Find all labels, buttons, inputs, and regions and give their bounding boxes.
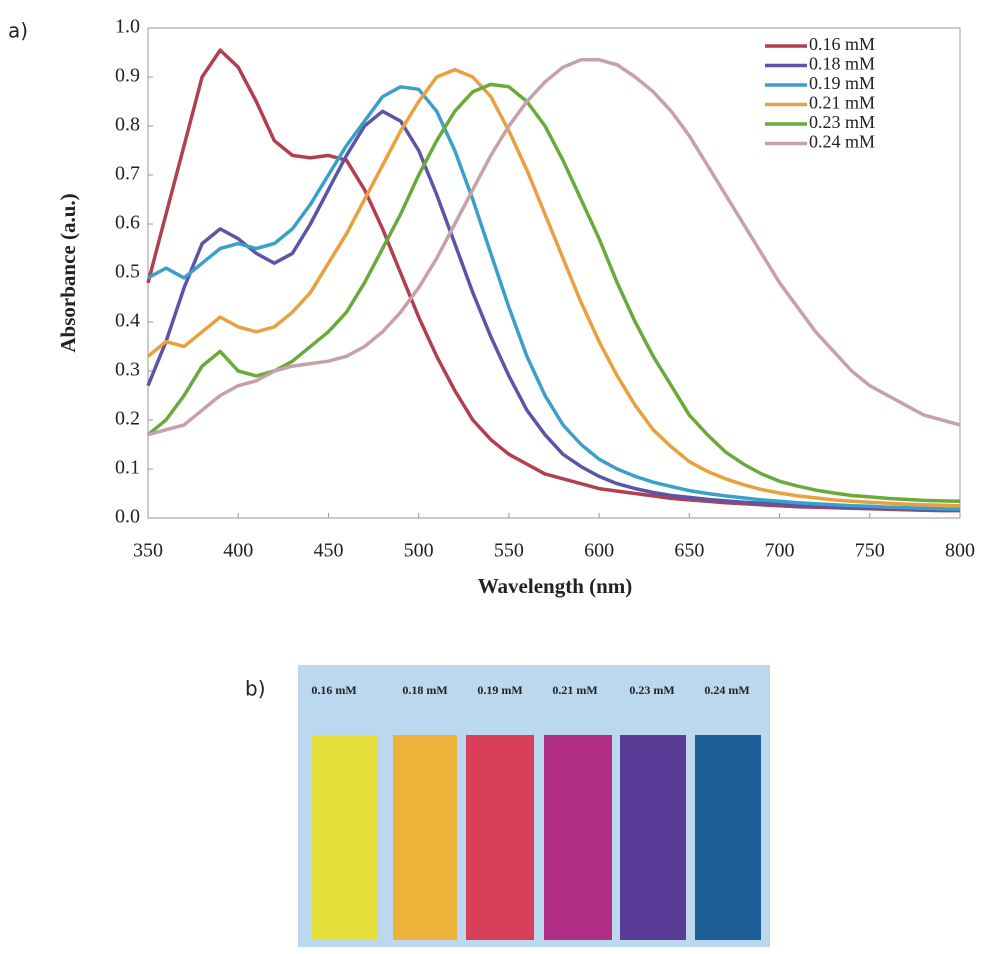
series-line <box>147 58 961 437</box>
cuvette-label: 0.16 mM <box>311 683 356 697</box>
x-tick-label: 500 <box>404 540 434 562</box>
y-tick-label: 0.0 <box>115 506 140 528</box>
x-axis-title: Wavelength (nm) <box>478 574 633 598</box>
y-tick-label: 0.2 <box>115 408 140 430</box>
y-tick-label: 0.7 <box>115 163 140 185</box>
x-tick-label: 550 <box>494 540 524 562</box>
y-tick-label: 1.0 <box>115 16 140 38</box>
series-line <box>146 109 961 512</box>
cuvette-label: 0.19 mM <box>477 683 522 697</box>
y-tick-label: 0.9 <box>115 65 140 87</box>
legend-label: 0.24 mM <box>809 132 875 152</box>
y-tick-label: 0.5 <box>115 261 140 283</box>
x-tick-label: 650 <box>674 540 704 562</box>
cuvette-label: 0.24 mM <box>704 683 749 697</box>
y-tick-label: 0.8 <box>115 114 140 136</box>
cuvette <box>620 735 686 940</box>
panel-label: b) <box>245 677 266 701</box>
y-tick-label: 0.3 <box>115 359 140 381</box>
cuvette <box>393 735 457 940</box>
y-tick-label: 0.4 <box>115 310 140 332</box>
x-tick-label: 450 <box>313 540 343 562</box>
cuvette-photo: 0.16 mM 0.18 mM 0.19 mM 0.21 mM 0.23 mM … <box>298 665 770 947</box>
x-tick-label: 750 <box>855 540 885 562</box>
y-axis-title: Absorbance (a.u.) <box>56 193 80 352</box>
cuvette <box>466 735 534 940</box>
y-tick-label: 0.6 <box>115 212 140 234</box>
legend-label: 0.19 mM <box>809 73 875 93</box>
cuvette-label: 0.21 mM <box>552 683 597 697</box>
y-tick-label: 0.1 <box>115 457 140 479</box>
cuvette <box>312 735 378 940</box>
x-tick-label: 600 <box>584 540 614 562</box>
legend-label: 0.21 mM <box>809 93 875 113</box>
x-tick-label: 400 <box>223 540 253 562</box>
cuvette <box>544 735 612 940</box>
series-line <box>146 82 961 504</box>
x-tick-label: 800 <box>945 540 975 562</box>
cuvette <box>695 735 761 940</box>
cuvette-label: 0.18 mM <box>402 683 447 697</box>
legend-label: 0.16 mM <box>809 34 875 54</box>
panel-label: a) <box>8 19 28 43</box>
cuvette-label: 0.23 mM <box>629 683 674 697</box>
legend-label: 0.23 mM <box>809 112 875 132</box>
series-line <box>147 85 961 511</box>
x-tick-label: 700 <box>765 540 795 562</box>
legend-label: 0.18 mM <box>809 54 875 74</box>
x-tick-label: 350 <box>133 540 163 562</box>
series-line <box>146 67 961 508</box>
